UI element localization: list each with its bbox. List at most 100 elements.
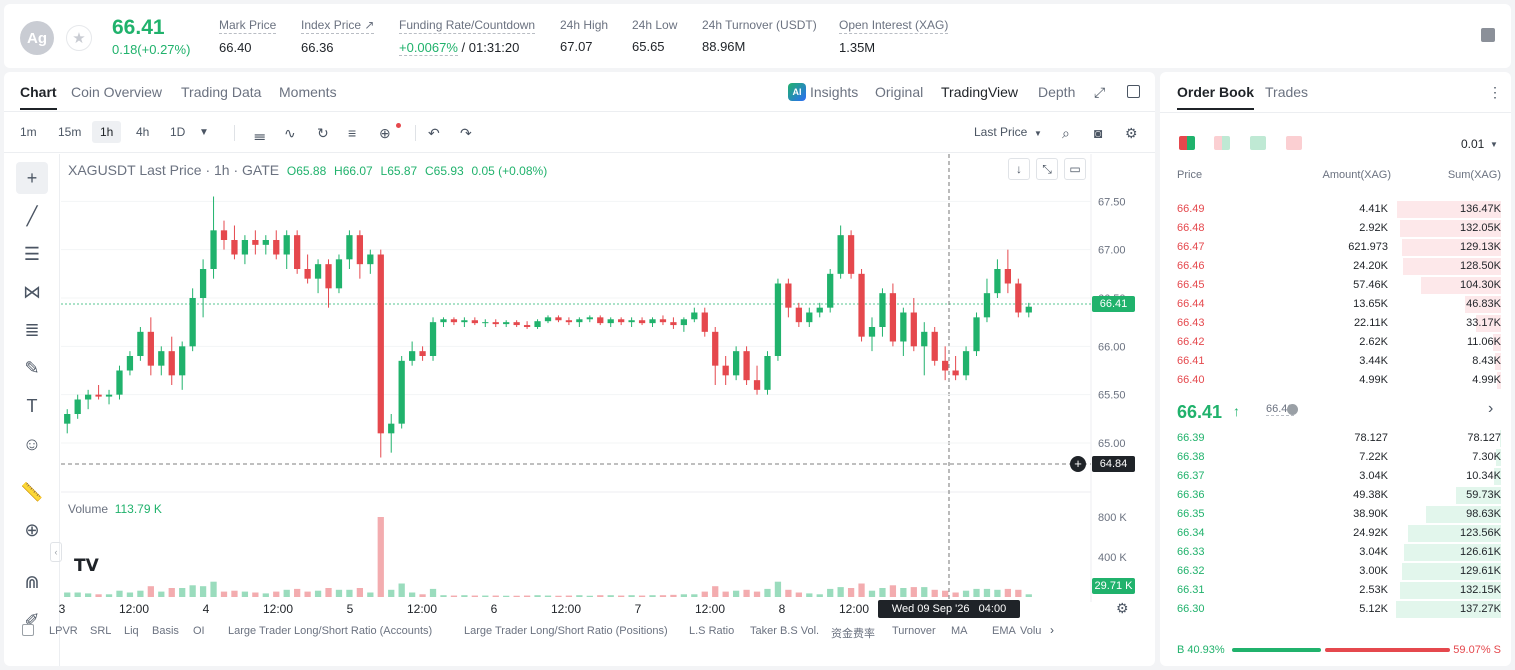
chevron-down-icon[interactable]: ▼ [199, 127, 209, 138]
ask-row[interactable]: 66.40 4.99K 4.99K [1160, 371, 1511, 390]
fit-icon[interactable]: ▭ [1064, 158, 1086, 180]
timeframe-1d[interactable]: 1D [170, 125, 186, 139]
indicators-icon[interactable]: ∿ [284, 125, 296, 141]
tab-trades[interactable]: Trades [1265, 84, 1309, 100]
tab-order-book[interactable]: Order Book [1177, 84, 1255, 110]
tab-chart[interactable]: Chart [20, 84, 57, 110]
stat-mark-price[interactable]: Mark Price 66.40 [219, 18, 277, 55]
bid-row[interactable]: 66.39 78.127 78.127 [1160, 429, 1511, 448]
indicator-9[interactable]: 资金费率 [831, 628, 875, 640]
expand-icon[interactable]: ⤢ [1094, 84, 1106, 100]
magnet-icon[interactable]: ⋒ [24, 571, 40, 592]
undo-icon[interactable]: ↶ [428, 125, 440, 141]
ask-row[interactable]: 66.44 13.65K 46.83K [1160, 295, 1511, 314]
tab-original[interactable]: Original [875, 84, 924, 100]
indicator-13[interactable]: Volu [1020, 625, 1042, 637]
camera-icon[interactable]: ◙ [1094, 125, 1103, 141]
tab-trading-data[interactable]: Trading Data [181, 84, 262, 100]
indicator-3[interactable]: Basis [152, 625, 179, 637]
indicator-7[interactable]: L.S Ratio [689, 625, 735, 637]
indicator-menu-icon[interactable] [22, 624, 34, 636]
bid-row[interactable]: 66.31 2.53K 132.15K [1160, 581, 1511, 600]
timeframe-15m[interactable]: 15m [58, 125, 82, 139]
layout-bids-icon[interactable] [1250, 136, 1266, 150]
timeframe-4h[interactable]: 4h [136, 125, 150, 139]
brush-icon[interactable]: ✎ [24, 357, 40, 378]
price-source-select[interactable]: Last Price [974, 125, 1028, 139]
text-icon[interactable]: T [26, 395, 38, 416]
zoom-in-icon[interactable]: ⊕ [24, 519, 40, 540]
window-icon[interactable] [1127, 85, 1140, 98]
chevron-left-icon[interactable]: ‹ [50, 542, 62, 562]
chevron-down-icon[interactable]: ▼ [1490, 140, 1498, 149]
redo-icon[interactable]: ↷ [460, 125, 472, 141]
add-indicator-icon[interactable]: ⊕ [379, 125, 391, 141]
ask-row[interactable]: 66.43 22.11K 33.17K [1160, 314, 1511, 333]
tab-tradingview[interactable]: TradingView [941, 84, 1019, 100]
tab-insights[interactable]: Insights [810, 84, 859, 100]
bid-row[interactable]: 66.33 3.04K 126.61K [1160, 543, 1511, 562]
indicator-0[interactable]: LPVR [49, 625, 78, 637]
more-options-icon[interactable]: ⋮ [1488, 84, 1502, 100]
tradingview-logo-icon[interactable]: 𝗧𝗩 [74, 556, 99, 575]
tab-depth[interactable]: Depth [1038, 84, 1076, 100]
axis-settings-icon[interactable]: ⚙ [1116, 600, 1129, 616]
bid-row[interactable]: 66.36 49.38K 59.73K [1160, 486, 1511, 505]
ai-insights-icon[interactable]: AI [788, 83, 806, 101]
replay-icon[interactable]: ↻ [317, 125, 329, 141]
bid-row[interactable]: 66.34 24.92K 123.56K [1160, 524, 1511, 543]
candle-type-icon[interactable]: 𝍢 [254, 127, 266, 143]
bid-row[interactable]: 66.32 3.00K 129.61K [1160, 562, 1511, 581]
pattern-icon[interactable]: ⋈ [23, 281, 41, 302]
tab-moments[interactable]: Moments [279, 84, 337, 100]
timeframe-1h[interactable]: 1h [92, 121, 122, 143]
crosshair-icon[interactable]: + [16, 162, 48, 194]
add-alert-icon[interactable]: + [1070, 456, 1086, 472]
bid-row[interactable]: 66.30 5.12K 137.27K [1160, 600, 1511, 619]
collapse-icon[interactable]: ⤡ [1036, 158, 1058, 180]
bid-row[interactable]: 66.35 38.90K 98.63K [1160, 505, 1511, 524]
ruler-icon[interactable]: 📏 [20, 481, 44, 502]
indicator-5[interactable]: Large Trader Long/Short Ratio (Accounts) [228, 625, 433, 637]
ask-row[interactable]: 66.42 2.62K 11.06K [1160, 333, 1511, 352]
favorite-star-icon[interactable]: ★ [66, 25, 92, 51]
stat-open-interest[interactable]: Open Interest (XAG) 1.35M [839, 18, 949, 55]
templates-icon[interactable]: ≡ [348, 125, 357, 141]
indicator-1[interactable]: SRL [90, 625, 112, 637]
trendline-icon[interactable]: ╱ [26, 205, 38, 226]
emoji-icon[interactable]: ☺ [22, 433, 42, 454]
bid-row[interactable]: 66.37 3.04K 10.34K [1160, 467, 1511, 486]
stat-funding-rate[interactable]: Funding Rate/Countdown +0.0067% / 01:31:… [399, 18, 536, 56]
chevron-right-icon[interactable]: › [1488, 400, 1494, 417]
ask-row[interactable]: 66.41 3.44K 8.43K [1160, 352, 1511, 371]
indicator-12[interactable]: EMA [992, 625, 1016, 637]
bid-row[interactable]: 66.38 7.22K 7.30K [1160, 448, 1511, 467]
layout-asks-icon[interactable] [1286, 136, 1302, 150]
layout-both-icon[interactable] [1179, 136, 1195, 150]
indicator-8[interactable]: Taker B.S Vol. [750, 625, 820, 637]
indicator-2[interactable]: Liq [124, 625, 139, 637]
ask-row[interactable]: 66.45 57.46K 104.30K [1160, 276, 1511, 295]
horizontal-lines-icon[interactable]: ☰ [23, 243, 41, 264]
indicator-10[interactable]: Turnover [892, 625, 936, 637]
layout-split-icon[interactable] [1214, 136, 1230, 150]
fib-icon[interactable]: ≣ [24, 319, 40, 340]
precision-select[interactable]: 0.01 [1461, 137, 1485, 151]
tab-coin-overview[interactable]: Coin Overview [71, 84, 163, 100]
ask-row[interactable]: 66.46 24.20K 128.50K [1160, 257, 1511, 276]
gear-icon[interactable]: ⚙ [1125, 125, 1138, 141]
chevron-down-icon[interactable]: ▼ [1034, 129, 1042, 138]
indicator-6[interactable]: Large Trader Long/Short Ratio (Positions… [464, 625, 668, 637]
stat-index-price[interactable]: Index Price ↗ 66.36 [301, 18, 375, 55]
indicator-11[interactable]: MA [951, 625, 968, 637]
timeframe-1m[interactable]: 1m [20, 125, 37, 139]
ask-row[interactable]: 66.47 621.973 129.13K [1160, 238, 1511, 257]
ask-row[interactable]: 66.49 4.41K 136.47K [1160, 200, 1511, 219]
indicator-4[interactable]: OI [193, 625, 205, 637]
ask-row[interactable]: 66.48 2.92K 132.05K [1160, 219, 1511, 238]
arrow-down-icon[interactable]: ↓ [1008, 158, 1030, 180]
chevron-right-icon[interactable]: › [1050, 623, 1054, 637]
guide-book-icon[interactable] [1481, 28, 1495, 42]
search-icon[interactable]: ⌕ [1062, 125, 1070, 141]
